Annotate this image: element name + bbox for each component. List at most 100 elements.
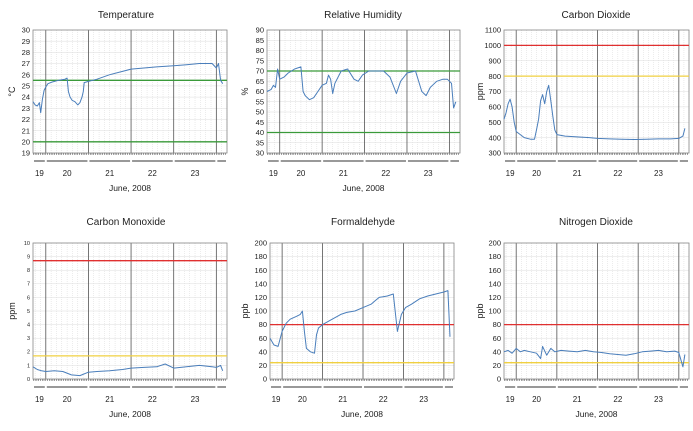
chart-title: Formaldehyde bbox=[331, 217, 395, 228]
day-label: 22 bbox=[613, 169, 622, 178]
y-tick-label: 23 bbox=[22, 104, 30, 113]
data-series-line bbox=[266, 66, 457, 109]
day-label: 20 bbox=[532, 169, 541, 178]
y-tick-label: 80 bbox=[493, 320, 501, 329]
data-series-line bbox=[32, 63, 224, 114]
x-axis-label: June, 2008 bbox=[341, 409, 383, 419]
y-tick-label: 19 bbox=[22, 149, 30, 158]
day-label: 21 bbox=[105, 169, 114, 178]
day-label: 19 bbox=[35, 395, 44, 404]
day-label: 19 bbox=[272, 395, 281, 404]
y-tick-label: 21 bbox=[22, 126, 30, 135]
day-label: 20 bbox=[532, 395, 541, 404]
y-tick-label: 65 bbox=[256, 77, 264, 86]
day-label: 22 bbox=[613, 395, 622, 404]
chart-panel: Nitrogen Dioxide 0 20 40 60 80 100 120 140 160 180… bbox=[475, 217, 690, 419]
plot-border bbox=[503, 29, 690, 154]
y-tick-label: 50 bbox=[256, 108, 264, 117]
y-axis-label: ppb bbox=[240, 303, 250, 318]
y-tick-label: 25 bbox=[22, 82, 30, 91]
chart-panel: Carbon Dioxide 300 400 500 600 700 800 900 1000 1… bbox=[475, 10, 690, 178]
y-axis-label: ppm bbox=[7, 302, 17, 320]
y-tick-label: 8 bbox=[27, 268, 30, 274]
y-tick-label: 55 bbox=[256, 97, 264, 106]
y-tick-label: 80 bbox=[259, 320, 267, 329]
day-label: 21 bbox=[339, 169, 348, 178]
y-tick-label: 20 bbox=[259, 361, 267, 370]
y-tick-label: 120 bbox=[488, 293, 501, 302]
y-tick-label: 40 bbox=[259, 347, 267, 356]
day-label: 23 bbox=[191, 395, 200, 404]
y-tick-label: 1100 bbox=[485, 26, 501, 35]
y-tick-label: 60 bbox=[493, 334, 501, 343]
y-tick-label: 140 bbox=[488, 279, 501, 288]
day-label: 23 bbox=[419, 395, 428, 404]
day-label: 23 bbox=[654, 395, 663, 404]
chart-title: Carbon Dioxide bbox=[562, 10, 631, 21]
y-tick-label: 85 bbox=[256, 36, 264, 45]
data-series-line bbox=[503, 345, 686, 368]
plot-border bbox=[32, 29, 228, 154]
y-tick-label: 0 bbox=[497, 375, 501, 384]
y-tick-label: 9 bbox=[27, 255, 30, 261]
y-tick-label: 160 bbox=[254, 266, 267, 275]
day-label: 20 bbox=[298, 395, 307, 404]
day-label: 22 bbox=[148, 169, 157, 178]
day-label: 23 bbox=[654, 169, 663, 178]
y-tick-label: 800 bbox=[488, 72, 501, 81]
y-tick-label: 100 bbox=[254, 307, 267, 316]
x-axis-label: June, 2008 bbox=[109, 183, 151, 193]
y-axis-label: ppb bbox=[475, 303, 485, 318]
y-tick-label: 90 bbox=[256, 26, 264, 35]
data-series-line bbox=[269, 290, 451, 354]
y-axis-label: % bbox=[240, 87, 250, 95]
y-tick-label: 30 bbox=[22, 26, 30, 35]
day-label: 22 bbox=[379, 395, 388, 404]
y-tick-label: 180 bbox=[488, 252, 501, 261]
day-label: 21 bbox=[338, 395, 347, 404]
y-tick-label: 3 bbox=[27, 336, 30, 342]
y-tick-label: 2 bbox=[27, 350, 30, 356]
y-tick-label: 70 bbox=[256, 67, 264, 76]
chart-panel: Formaldehyde 0 20 40 60 80 100 120 140 160 180 200 1… bbox=[240, 217, 455, 419]
y-tick-label: 20 bbox=[22, 137, 30, 146]
y-tick-label: 1 bbox=[27, 363, 30, 369]
y-tick-label: 200 bbox=[254, 239, 267, 248]
y-tick-label: 700 bbox=[488, 87, 501, 96]
y-tick-label: 60 bbox=[256, 87, 264, 96]
chart-title: Relative Humidity bbox=[324, 10, 402, 21]
chart-panel: Temperature 19 20 21 22 23 24 25 26 27 28 29 30 19 20 2… bbox=[7, 10, 228, 193]
x-axis-label: June, 2008 bbox=[342, 183, 384, 193]
x-axis-label: June, 2008 bbox=[109, 409, 151, 419]
y-tick-label: 140 bbox=[254, 279, 267, 288]
y-tick-label: 40 bbox=[493, 347, 501, 356]
y-tick-label: 4 bbox=[27, 323, 30, 329]
day-label: 21 bbox=[105, 395, 114, 404]
y-tick-label: 6 bbox=[27, 295, 30, 301]
plot-border bbox=[32, 242, 228, 380]
chart-title: Carbon Monoxide bbox=[87, 217, 166, 228]
day-label: 22 bbox=[381, 169, 390, 178]
y-tick-label: 29 bbox=[22, 37, 30, 46]
plot-border bbox=[503, 242, 690, 380]
plot-border bbox=[269, 242, 455, 380]
day-label: 20 bbox=[296, 169, 305, 178]
y-tick-label: 7 bbox=[27, 282, 30, 288]
data-series-line bbox=[32, 363, 224, 377]
y-tick-label: 30 bbox=[256, 149, 264, 158]
y-tick-label: 35 bbox=[256, 138, 264, 147]
y-tick-label: 60 bbox=[259, 334, 267, 343]
y-tick-label: 28 bbox=[22, 48, 30, 57]
y-tick-label: 900 bbox=[488, 56, 501, 65]
day-label: 19 bbox=[269, 169, 278, 178]
day-label: 20 bbox=[63, 169, 72, 178]
data-series-line bbox=[503, 84, 686, 140]
y-tick-label: 600 bbox=[488, 103, 501, 112]
x-axis-label: June, 2008 bbox=[575, 409, 617, 419]
y-tick-label: 100 bbox=[488, 307, 501, 316]
y-tick-label: 26 bbox=[22, 70, 30, 79]
day-label: 22 bbox=[148, 395, 157, 404]
y-tick-label: 120 bbox=[254, 293, 267, 302]
